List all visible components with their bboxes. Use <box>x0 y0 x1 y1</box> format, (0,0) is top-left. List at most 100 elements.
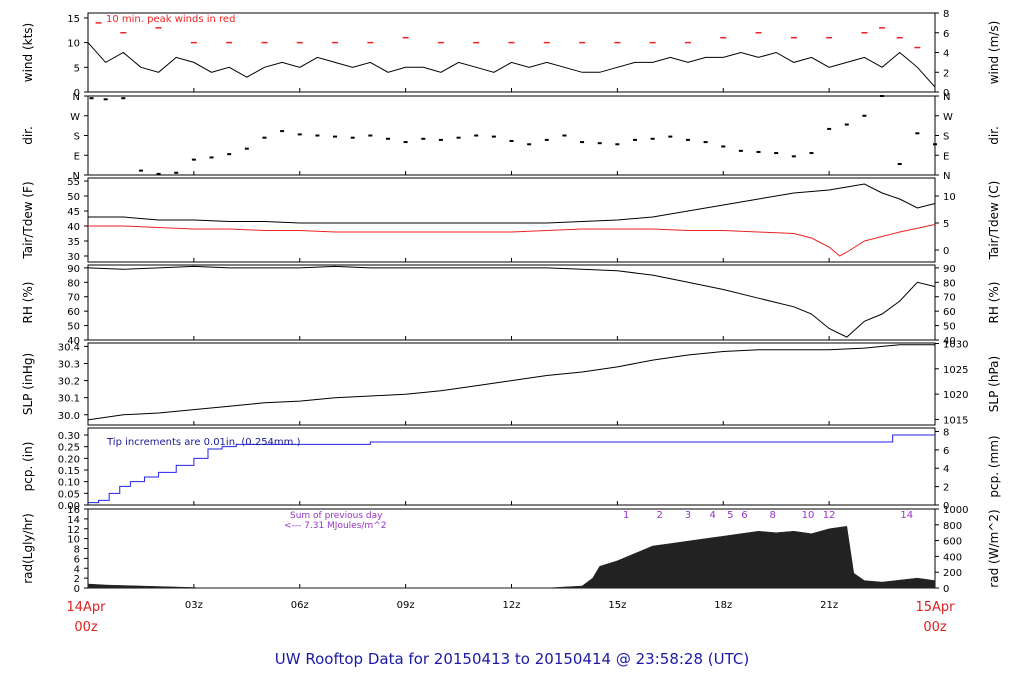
ytick-left-label: 14 <box>67 515 80 526</box>
wind-dir-point <box>421 137 426 140</box>
wind-dir-point <box>385 137 390 140</box>
ytick-right-label: 8 <box>943 427 949 438</box>
wind-dir-point <box>262 136 267 139</box>
xtick-label: 21z <box>820 600 838 611</box>
ylabel-left-pcp: pcp. (in) <box>21 442 35 492</box>
rad-hour-label: 1 <box>623 510 629 521</box>
rad-hour-label: 5 <box>727 510 733 521</box>
ytick-right-label: W <box>943 112 953 123</box>
wind-dir-point <box>580 141 585 144</box>
ytick-left-label: E <box>74 151 80 162</box>
wind-dir-point <box>685 138 690 141</box>
ytick-left-label: 50 <box>67 322 80 333</box>
ytick-right-label: S <box>943 132 949 143</box>
ytick-right-label: 0 <box>943 246 949 257</box>
wind-dir-point <box>668 135 673 138</box>
ytick-left-label: S <box>74 132 80 143</box>
ylabel-right-pcp: pcp. (mm) <box>987 435 1001 497</box>
ytick-left-label: 50 <box>67 192 80 203</box>
ytick-left-label: 10 <box>67 39 80 50</box>
ytick-left-label: 0 <box>74 88 80 99</box>
wind-dir-point <box>280 130 285 133</box>
rad-hour-label: 6 <box>741 510 747 521</box>
ytick-right-label: 8 <box>943 9 949 20</box>
ytick-right-label: 0 <box>943 584 949 595</box>
ytick-left-label: 0.10 <box>58 478 80 489</box>
rad-hour-label: 8 <box>769 510 775 521</box>
ytick-left-label: 16 <box>67 505 80 516</box>
wind-dir-point <box>403 141 408 144</box>
ytick-left-label: 45 <box>67 207 80 218</box>
ylabel-left-rh: RH (%) <box>21 282 35 324</box>
ytick-left-label: 0.30 <box>58 431 80 442</box>
wind-dir-point <box>897 163 902 166</box>
ytick-left-label: 15 <box>67 14 80 25</box>
wind-dir-point <box>756 150 761 153</box>
ylabel-left-slp: SLP (inHg) <box>21 353 35 415</box>
ylabel-right-dir: dir. <box>987 126 1001 145</box>
xtick-label: 03z <box>185 600 203 611</box>
series-line-wind <box>87 42 936 88</box>
ytick-left-label: 30.4 <box>58 342 80 353</box>
ytick-right-label: 1030 <box>943 340 968 351</box>
wind-dir-point <box>438 138 443 141</box>
ytick-left-label: 40 <box>67 222 80 233</box>
wind-dir-point <box>774 152 779 155</box>
wind-dir-point <box>333 135 338 138</box>
panel-frame-rh <box>87 264 936 341</box>
ytick-left-label: 0.15 <box>58 466 80 477</box>
wind-dir-point <box>791 155 796 158</box>
rad-hour-label: 2 <box>657 510 663 521</box>
wind-dir-point <box>191 158 196 161</box>
rad-hour-label: 4 <box>709 510 715 521</box>
series-step-pcp <box>88 434 935 504</box>
xtick-label: 18z <box>714 600 732 611</box>
ytick-right-label: 6 <box>943 446 949 457</box>
ytick-left-label: 30.0 <box>58 411 80 422</box>
ylabel-left-rad: rad(Lgly/hr) <box>21 513 35 584</box>
ytick-right-label: 200 <box>943 568 962 579</box>
wind-dir-point <box>650 137 655 140</box>
ytick-right-label: 90 <box>943 264 956 275</box>
wind-dir-point <box>350 136 355 139</box>
ytick-right-label: 60 <box>943 307 956 318</box>
wind-dir-point <box>368 134 373 137</box>
ytick-left-label: N <box>73 171 80 182</box>
ytick-left-label: 12 <box>67 525 80 536</box>
wind-annotation: 10 min. peak winds in red <box>106 14 235 25</box>
ytick-right-label: 6 <box>943 29 949 40</box>
wind-dir-point <box>809 152 814 155</box>
wind-dir-point <box>509 139 514 142</box>
wind-dir-point <box>827 127 832 130</box>
ytick-left-label: W <box>70 112 80 123</box>
ytick-left-label: 0 <box>74 584 80 595</box>
wind-dir-point <box>915 132 920 135</box>
ytick-left-label: 70 <box>67 293 80 304</box>
rad-hour-label: 10 <box>802 510 815 521</box>
wind-dir-point <box>844 123 849 126</box>
x-start-day: 14Apr <box>66 600 106 615</box>
rad-hour-label: 12 <box>823 510 836 521</box>
ytick-right-label: 0 <box>943 501 949 512</box>
wind-dir-point <box>597 142 602 145</box>
ytick-right-label: 600 <box>943 537 962 548</box>
ytick-right-label: 1000 <box>943 505 968 516</box>
ytick-left-label: 5 <box>74 63 80 74</box>
wind-dir-point <box>738 149 743 152</box>
ytick-right-label: N <box>943 171 950 182</box>
ytick-left-label: 4 <box>74 564 80 575</box>
ylabel-left-wind: wind (kts) <box>21 23 35 82</box>
panel-frame-temp <box>87 177 936 263</box>
ytick-right-label: 2 <box>943 483 949 494</box>
ylabel-left-temp: Tair/Tdew (F) <box>21 181 35 259</box>
wind-dir-point <box>297 133 302 136</box>
ytick-left-label: 8 <box>74 545 80 556</box>
ytick-left-label: 30.2 <box>58 377 80 388</box>
series-line-slp <box>87 344 935 421</box>
wind-dir-point <box>174 171 179 174</box>
wind-dir-point <box>315 134 320 137</box>
ylabel-right-rad: rad (W/m^2) <box>987 509 1001 587</box>
wind-dir-point <box>933 143 937 146</box>
ytick-right-label: 4 <box>943 464 949 475</box>
wind-dir-point <box>491 135 496 138</box>
